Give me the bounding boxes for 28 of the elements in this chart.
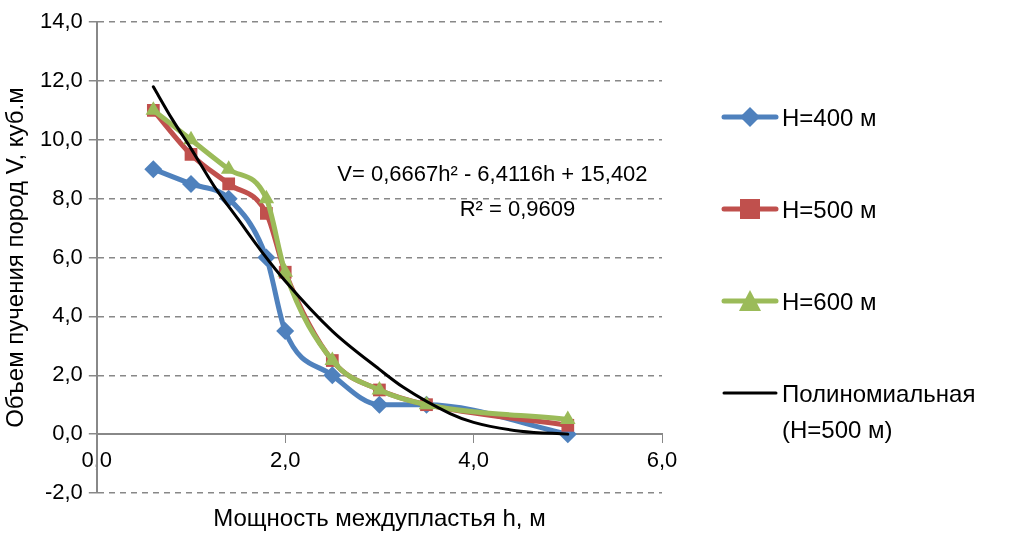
x-tick-label: 4,0	[458, 447, 489, 473]
y-tick-label: 4,0	[52, 302, 83, 328]
y-tick-label: 2,0	[52, 361, 83, 387]
x-tick-label: 6,0	[646, 447, 678, 473]
x-axis-title: Мощность междупластья h, м	[213, 503, 546, 531]
y-tick-label: 10,0	[39, 125, 83, 151]
legend-label: Полиномиальная (H=500 м)	[782, 379, 977, 445]
y-tick-label: 12,0	[39, 66, 83, 92]
y-tick-label: 8,0	[52, 184, 83, 210]
y-tick-label: 0,0	[52, 420, 83, 446]
legend-label: H=600 м	[782, 287, 878, 317]
legend-label: H=400 м	[782, 103, 878, 133]
point	[222, 177, 236, 191]
y-axis-title: Объем пучения пород V, куб.м	[0, 87, 28, 428]
x-tick-label: 2,0	[269, 447, 301, 473]
point	[323, 366, 342, 385]
point	[144, 160, 163, 179]
legend-label: H=500 м	[782, 195, 878, 225]
annotation: R² = 0,9609	[459, 196, 576, 222]
y-tick-label: -2,0	[44, 479, 83, 505]
y-tick-label: 6,0	[52, 243, 83, 269]
point	[258, 189, 275, 204]
point	[370, 395, 389, 414]
point	[276, 322, 295, 341]
point	[182, 174, 201, 193]
y-tick-label: 14,0	[39, 8, 83, 34]
annotation: V= 0,6667h² - 6,4116h + 15,402	[337, 161, 648, 187]
point	[220, 160, 237, 174]
